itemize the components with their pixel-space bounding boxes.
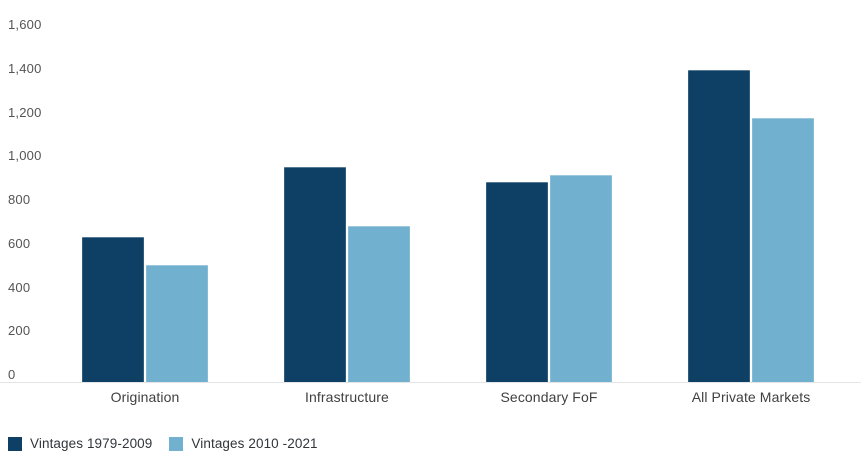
legend-item-vintages-1979-2009: Vintages 1979-2009	[8, 436, 152, 451]
y-tick-label-800: 800	[8, 192, 31, 207]
x-axis-label-secondary-fof: Secondary FoF	[500, 389, 598, 405]
y-tick-label-1-200: 1,200	[8, 104, 42, 120]
y-tick-label-400: 400	[8, 279, 31, 295]
legend-swatch-icon	[169, 436, 184, 451]
x-axis-label-all-private-markets: All Private Markets	[691, 389, 811, 405]
bar-vintages-1979-2009-secondary-fof	[486, 182, 548, 382]
bar-vintages-1979-2009-all-private-markets	[688, 70, 750, 382]
bar-vintages-2010-2021-origination	[146, 265, 208, 382]
bar-vintages-1979-2009-infrastructure	[284, 167, 346, 382]
bar-vintages-2010-2021-secondary-fof	[550, 175, 612, 382]
x-axis-line	[0, 382, 861, 383]
x-axis-label-infrastructure: Infrastructure	[305, 389, 389, 405]
y-tick-label-1-600: 1,600	[8, 17, 42, 32]
y-tick-label-1-400: 1,400	[8, 60, 42, 76]
y-tick-label-200: 200	[8, 323, 31, 339]
legend-label: Vintages 2010 -2021	[191, 436, 318, 451]
legend-swatch-icon	[8, 436, 22, 451]
bar-vintages-2010-2021-all-private-markets	[752, 118, 814, 382]
legend: Vintages 1979-2009 Vintages 2010 -2021	[8, 436, 318, 451]
y-tick-label-600: 600	[8, 235, 31, 251]
legend-item-vintages-2010-2021: Vintages 2010 -2021	[169, 436, 318, 451]
bar-vintages-2010-2021-infrastructure	[348, 226, 410, 382]
y-tick-label-0: 0	[8, 367, 16, 382]
y-tick-label-1-000: 1,000	[8, 148, 42, 164]
bar-vintages-1979-2009-origination	[82, 237, 144, 382]
x-axis-label-origination: Origination	[110, 389, 180, 405]
legend-label: Vintages 1979-2009	[30, 436, 153, 451]
